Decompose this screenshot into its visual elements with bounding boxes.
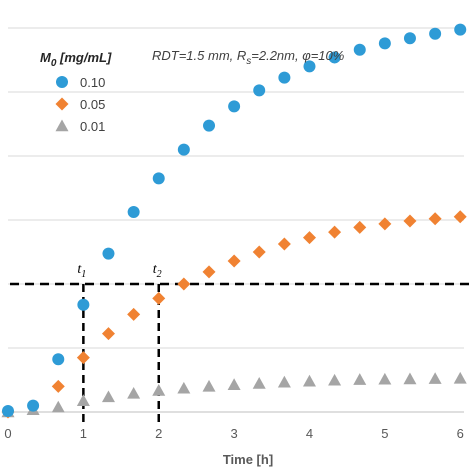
data-point [378, 372, 392, 385]
time-mark-label: t2 [153, 262, 162, 280]
data-point [101, 327, 115, 341]
legend-title-unit: [mg/mL] [56, 50, 112, 65]
legend-title-main: M [40, 50, 52, 65]
legend-label: 0.01 [80, 119, 105, 134]
data-point [202, 265, 216, 279]
data-point [27, 399, 40, 412]
data-point [403, 214, 417, 228]
data-point [228, 100, 241, 113]
data-point [152, 172, 165, 185]
data-point [378, 217, 392, 231]
data-point [252, 245, 266, 259]
legend-label: 0.10 [80, 75, 105, 90]
data-point [252, 377, 266, 389]
data-point [328, 225, 342, 239]
data-point [303, 60, 316, 73]
time-mark-label: t1 [77, 262, 86, 280]
data-point [277, 237, 291, 251]
data-point [428, 372, 442, 384]
data-point [353, 220, 367, 234]
data-point [177, 143, 190, 156]
x-tick-label: 0 [4, 426, 11, 441]
x-tick-label: 3 [230, 426, 237, 441]
legend-marker [55, 97, 69, 111]
data-point [278, 71, 291, 84]
legend-items: 0.10 0.05 0.01 [55, 75, 105, 134]
x-tick-labels: 0 1 2 3 4 5 6 [4, 426, 463, 441]
data-point [227, 254, 241, 268]
legend-title-sub: 0 [51, 58, 57, 69]
data-point [403, 32, 416, 45]
data-point [152, 384, 166, 396]
annotation-rs-sub: s [246, 56, 251, 67]
data-point [353, 43, 366, 56]
data-point [51, 379, 65, 393]
x-axis-label: Time [h] [223, 452, 273, 467]
data-point [403, 372, 417, 385]
data-point [203, 119, 216, 132]
data-point [253, 84, 266, 97]
data-point [127, 307, 141, 321]
series-circle [2, 23, 467, 418]
x-tick-label: 1 [80, 426, 87, 441]
data-point [453, 371, 467, 384]
data-point [202, 379, 216, 392]
data-point [2, 405, 14, 418]
data-points [1, 23, 467, 419]
data-point [101, 390, 115, 403]
time-mark-labels: t1 t2 [77, 262, 161, 280]
x-tick-label: 2 [155, 426, 162, 441]
data-point [302, 374, 316, 387]
x-tick-label: 6 [457, 426, 464, 441]
data-point [277, 375, 291, 388]
data-point [76, 394, 90, 406]
legend-marker [55, 119, 69, 132]
legend-label: 0.05 [80, 97, 105, 112]
data-point [328, 51, 341, 64]
data-point [177, 277, 191, 291]
x-tick-label: 5 [381, 426, 388, 441]
data-point [302, 231, 316, 245]
legend-title: M0 [mg/mL] [40, 50, 112, 69]
data-point [428, 212, 442, 226]
x-tick-label: 4 [306, 426, 313, 441]
data-point [51, 400, 65, 413]
data-point [127, 386, 141, 399]
annotation-rdt: RDT=1.5 mm, R [152, 48, 246, 63]
data-point [102, 247, 115, 260]
data-point [453, 210, 467, 224]
series-triangle [1, 371, 467, 418]
legend: M0 [mg/mL] 0.10 0.05 0.01 [40, 50, 112, 134]
data-point [227, 378, 241, 390]
data-point [52, 353, 65, 366]
parameters-annotation: RDT=1.5 mm, Rs=2.2nm, φ=10% [152, 48, 344, 67]
data-point [76, 351, 90, 365]
data-point [378, 37, 391, 50]
data-point [328, 373, 342, 386]
data-point [77, 298, 90, 311]
legend-marker [56, 76, 68, 88]
data-point [152, 291, 166, 305]
gridlines [8, 27, 464, 349]
data-point [127, 206, 140, 218]
data-point [177, 381, 191, 394]
data-point [454, 23, 467, 36]
data-point [429, 27, 442, 40]
data-point [353, 373, 367, 385]
annotation-rest: =2.2nm, φ=10% [251, 48, 344, 63]
